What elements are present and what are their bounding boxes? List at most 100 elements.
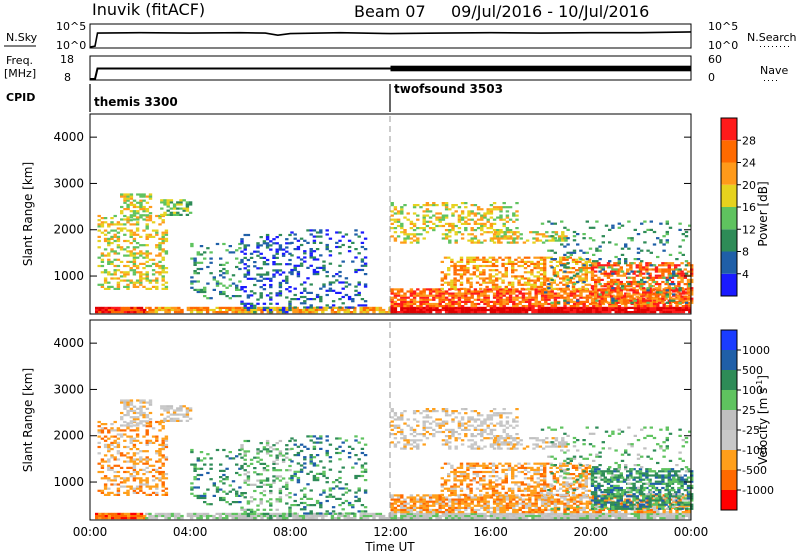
power-cell <box>463 269 467 272</box>
power-cell <box>293 266 297 269</box>
power-cell <box>665 311 670 314</box>
power-cell <box>400 210 404 213</box>
power-cell <box>299 243 304 247</box>
power-cell <box>403 229 407 232</box>
power-cell <box>260 306 264 309</box>
power-cell <box>164 237 169 240</box>
power-cell <box>189 311 194 314</box>
velocity-cell <box>665 496 670 499</box>
power-cell <box>322 266 326 269</box>
power-cell <box>496 302 500 306</box>
velocity-cell <box>483 514 487 518</box>
velocity-cell <box>492 500 497 503</box>
power-cell <box>126 283 130 286</box>
power-cell <box>466 262 470 265</box>
power-cell <box>489 204 494 207</box>
power-cell <box>672 299 676 302</box>
velocity-cell <box>534 511 538 514</box>
power-cell <box>110 237 114 240</box>
velocity-cell <box>440 485 444 488</box>
power-cell <box>139 195 143 198</box>
power-cell <box>253 283 257 287</box>
velocity-cell <box>466 483 470 486</box>
velocity-cell <box>585 504 590 507</box>
power-cell <box>393 300 398 303</box>
velocity-cell <box>499 502 503 505</box>
power-cell <box>686 278 691 281</box>
power-cell <box>161 277 165 280</box>
power-cell <box>129 210 134 213</box>
power-cell <box>690 287 694 290</box>
power-cell <box>678 311 682 314</box>
power-cell <box>129 197 134 200</box>
power-cell <box>469 258 473 261</box>
power-cell <box>667 291 671 294</box>
velocity-cell <box>469 487 473 490</box>
power-cell <box>662 290 666 293</box>
power-cell <box>632 283 636 286</box>
power-cell <box>256 273 260 276</box>
power-cell <box>164 287 169 290</box>
power-cell <box>400 224 404 228</box>
power-cell <box>498 277 502 280</box>
velocity-cell <box>164 514 168 518</box>
power-cell <box>466 277 470 280</box>
velocity-cell <box>601 517 606 520</box>
power-cell <box>219 292 223 296</box>
power-cell <box>456 269 460 272</box>
power-cell <box>312 229 317 232</box>
velocity-cell <box>608 498 612 501</box>
power-cell <box>486 296 490 299</box>
power-cell <box>646 276 650 279</box>
power-cell <box>576 302 580 306</box>
power-cell <box>489 231 494 234</box>
velocity-cell <box>643 517 647 520</box>
power-cell <box>328 306 333 309</box>
power-cell <box>537 311 542 314</box>
velocity-cell <box>549 462 553 465</box>
power-cell <box>312 250 317 253</box>
power-cell <box>151 221 156 224</box>
power-cell <box>456 260 460 263</box>
power-cell <box>626 280 630 284</box>
power-cell <box>578 279 582 282</box>
power-cell <box>161 271 165 274</box>
velocity-cell <box>199 512 203 515</box>
power-cell <box>435 224 439 228</box>
power-y-label: Slant Range [km] <box>21 162 35 266</box>
power-cell <box>441 292 446 295</box>
power-cell <box>459 269 464 272</box>
velocity-cell <box>614 511 618 514</box>
velocity-cell <box>662 496 666 499</box>
velocity-cell <box>459 470 464 474</box>
power-cell <box>412 306 417 309</box>
power-cell <box>246 258 251 262</box>
velocity-cell <box>400 508 404 512</box>
velocity-cell <box>636 514 641 518</box>
velocity-cell <box>688 512 692 515</box>
power-colorbar-label: Power [dB] <box>756 181 770 246</box>
power-cell <box>249 290 254 293</box>
velocity-cell <box>544 500 548 503</box>
power-cell <box>148 308 152 312</box>
power-cell <box>491 285 496 288</box>
velocity-cell <box>533 468 537 471</box>
velocity-cell <box>495 479 499 482</box>
power-cell <box>240 240 244 243</box>
velocity-cell <box>576 500 580 503</box>
power-cell <box>624 302 628 306</box>
power-cell <box>658 274 662 277</box>
velocity-cell <box>148 512 152 515</box>
power-cell <box>448 222 452 225</box>
velocity-cell <box>448 514 452 518</box>
velocity-cell <box>485 464 489 467</box>
power-cell <box>169 199 174 202</box>
power-cell <box>590 270 595 273</box>
power-cell <box>457 218 462 221</box>
power-cell <box>164 252 169 255</box>
velocity-cell <box>412 517 417 520</box>
power-cell <box>469 273 473 276</box>
velocity-cell <box>393 502 398 505</box>
power-cell <box>190 286 194 289</box>
power-cell <box>325 245 329 249</box>
